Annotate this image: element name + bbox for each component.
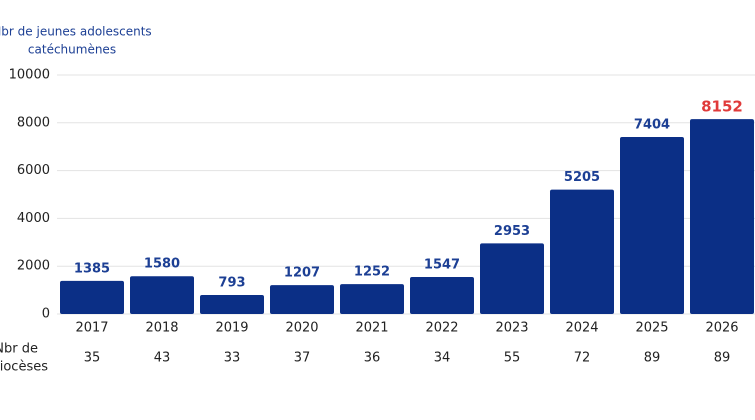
x-tick-label: 2021 <box>355 321 388 336</box>
diocese-count: 55 <box>504 351 521 366</box>
value-label: 7404 <box>634 118 670 133</box>
diocese-count: 43 <box>154 351 171 366</box>
bar <box>620 137 684 314</box>
value-label: 1207 <box>284 266 320 281</box>
value-label: 1385 <box>74 261 110 276</box>
value-label: 1580 <box>144 257 180 272</box>
value-label: 2953 <box>494 224 530 239</box>
y-tick-label: 6000 <box>17 163 50 178</box>
x-tick-label: 2018 <box>145 321 178 336</box>
diocese-count: 33 <box>224 351 241 366</box>
y-axis-title: Nbr de jeunes adolescents <box>0 25 152 39</box>
value-label: 5205 <box>564 170 600 185</box>
x-tick-label: 2020 <box>285 321 318 336</box>
diocese-count: 89 <box>644 351 661 366</box>
bar <box>200 295 264 314</box>
bar <box>340 284 404 314</box>
bar <box>60 280 124 314</box>
bar <box>130 276 194 314</box>
y-axis-title: catéchumènes <box>28 43 116 57</box>
x-tick-label: 2022 <box>425 321 458 336</box>
y-tick-label: 2000 <box>17 259 50 274</box>
row-label: Nbr de <box>0 342 38 357</box>
value-label: 8152 <box>701 98 743 116</box>
value-label: 1547 <box>424 258 460 273</box>
diocese-count: 37 <box>294 351 311 366</box>
diocese-count: 34 <box>434 351 451 366</box>
diocese-count: 72 <box>574 351 591 366</box>
x-tick-label: 2024 <box>565 321 598 336</box>
y-tick-label: 10000 <box>9 68 50 83</box>
y-tick-label: 0 <box>42 307 50 322</box>
diocese-count: 89 <box>714 351 731 366</box>
y-tick-label: 8000 <box>17 115 50 130</box>
bar <box>550 189 614 314</box>
bar <box>270 285 334 314</box>
value-label: 1252 <box>354 265 390 280</box>
value-label: 793 <box>218 276 245 291</box>
x-tick-label: 2025 <box>635 321 668 336</box>
x-tick-label: 2023 <box>495 321 528 336</box>
bar <box>690 119 754 314</box>
diocese-count: 36 <box>364 351 381 366</box>
x-tick-label: 2019 <box>215 321 248 336</box>
x-tick-label: 2026 <box>705 321 738 336</box>
bar <box>480 243 544 314</box>
bar <box>410 277 474 314</box>
diocese-count: 35 <box>84 351 101 366</box>
row-label: diocèses <box>0 360 48 375</box>
y-tick-label: 4000 <box>17 211 50 226</box>
x-tick-label: 2017 <box>75 321 108 336</box>
